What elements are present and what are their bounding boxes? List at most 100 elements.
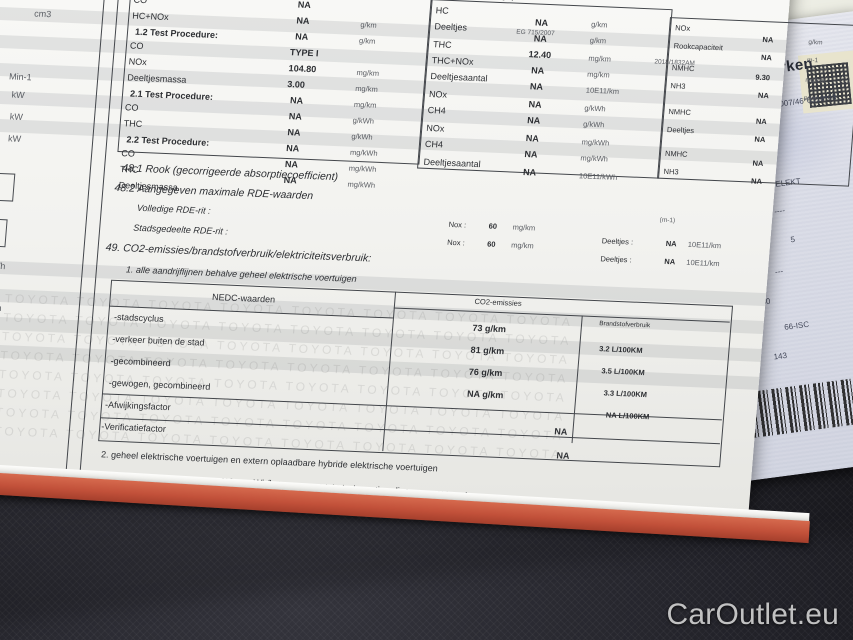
row-value: NA (534, 17, 549, 28)
row-unit: g/km (808, 38, 823, 47)
unit-label: kW (9, 111, 24, 122)
margin-box (0, 216, 8, 248)
row-label: CH4 (427, 104, 447, 116)
row-value: NA (533, 33, 548, 44)
row-value: NA (285, 143, 300, 154)
row-value: NA (284, 158, 299, 170)
row-value: 9.30 (755, 72, 771, 83)
row-unit: mg/km (588, 53, 612, 64)
row-label: NMHC (671, 63, 695, 74)
row-label: NOx (425, 122, 445, 134)
row-value: NA (528, 99, 542, 110)
item-48-1: 48.1 Rook (gecorrigeerde absorptiecoeffi… (121, 162, 339, 184)
row-unit: mg/km (586, 69, 611, 80)
row-label: NMHC (668, 107, 692, 117)
row-unit: mg/km (353, 99, 377, 110)
row-value: NA (762, 34, 774, 45)
row-label: THC (123, 118, 143, 129)
row-value: NA (296, 15, 310, 26)
row-value: 12.40 (528, 49, 552, 61)
co2-header: CO2-emissies (474, 296, 523, 308)
row-value: NA (297, 0, 312, 11)
margin-box (0, 170, 16, 202)
row-unit: g/kWh (584, 103, 607, 114)
row-value: NA (526, 115, 541, 126)
caroutlet-watermark: CarOutlet.eu (666, 598, 839, 631)
row-label: THC (432, 39, 452, 50)
row-label: HC (435, 5, 450, 16)
row-value: NA (524, 149, 538, 160)
row-value: 104.80 (288, 63, 317, 75)
row-unit: mg/kWh (349, 147, 379, 158)
row-unit: g/km (589, 35, 607, 46)
rde-value: 60 (486, 239, 496, 249)
extra-na: NA (554, 426, 568, 437)
row-value: 3.00 (286, 79, 306, 90)
rde-urban-label: Stadsgedeelte RDE-rit : (132, 222, 229, 237)
row-value: NA (750, 176, 763, 186)
unit-label: kW (11, 89, 26, 101)
row-unit: mg/km (805, 76, 826, 85)
row-unit: mg/km (354, 83, 379, 94)
row-value: NA (760, 52, 773, 63)
fuel-value: NA L/100KM (605, 410, 650, 422)
unit-m1: (m-1) (659, 216, 676, 225)
row-unit: ppm (803, 94, 817, 103)
rde-value: 60 (488, 221, 498, 231)
co2-value: 81 g/km (470, 344, 505, 357)
fuel-value: 3.3 L/100KM (603, 388, 648, 400)
row-unit: g/kWh (582, 119, 605, 130)
row-label: CO (124, 102, 139, 113)
row-value: NA (289, 95, 304, 106)
row-label: NMHC (664, 148, 688, 159)
row-unit: mg/kWh (580, 153, 609, 164)
rde-unit: mg/km (510, 240, 535, 251)
row-label: NOx (428, 89, 448, 100)
row-unit: 10E11/kWh (578, 171, 618, 182)
unit-label: cm3 (33, 8, 52, 20)
unit-label: Min-1 (8, 71, 33, 83)
row-unit: g/kWh (351, 131, 374, 142)
row-value: NA (525, 133, 540, 144)
document-page: TOYOTA TOYOTA TOYOTA TOYOTA TOYOTA TOYOT… (0, 0, 853, 521)
row-label: NOx (128, 56, 148, 68)
row-unit: mg/km (356, 67, 380, 78)
rde-particles-unit: 10E11/km (686, 257, 720, 269)
row-unit: g/kWh (352, 115, 375, 126)
fuel-value: 3.2 L/100KM (598, 344, 643, 355)
row-unit: 10E11/km (585, 85, 620, 96)
row-label: CH4 (424, 138, 444, 150)
row-unit: mg/kWh (347, 179, 376, 190)
row-unit: g/km (590, 19, 608, 30)
row-label: Deeltjes (434, 21, 468, 33)
rde-particles-label: Deeltjes : (600, 254, 633, 265)
co2-value: 73 g/km (472, 322, 507, 335)
row-unit: g/km (360, 20, 378, 30)
extra-na: NA (556, 450, 570, 461)
row-value: NA (755, 116, 768, 127)
row-value: NA (288, 111, 303, 122)
row-label: HC+NOx (131, 10, 170, 23)
row-value: NA (529, 81, 544, 92)
fuel-value: 3.5 L/100KM (601, 366, 646, 378)
row-label: THC+NOx (431, 55, 474, 67)
unit-label: km/h (0, 260, 6, 272)
row-value: NA (754, 134, 766, 145)
row-label: NH3 (663, 166, 679, 177)
coc-document: TOYOTA TOYOTA TOYOTA TOYOTA TOYOTA TOYOT… (0, 0, 853, 521)
row-value: NA (287, 127, 301, 138)
row-unit: mg/kWh (581, 137, 610, 148)
item-49: 49. CO2-emissies/brandstofverbruik/elekt… (105, 241, 372, 265)
row-unit: g/km (358, 36, 376, 46)
row-label: Deeltjes (666, 124, 695, 136)
row-value: NA (757, 90, 770, 101)
row-unit: mg/kWh (348, 163, 377, 174)
unit-label: kW (7, 133, 22, 144)
rde-pollutant: Nox : (446, 237, 466, 248)
rde-particles-unit: 10E11/km (687, 239, 722, 251)
rde-particles-value: NA (664, 256, 676, 267)
row-unit: m-1 (806, 56, 819, 65)
rde-full-label: Volledige RDE-rit : (136, 202, 212, 216)
row-value: NA (294, 31, 309, 42)
